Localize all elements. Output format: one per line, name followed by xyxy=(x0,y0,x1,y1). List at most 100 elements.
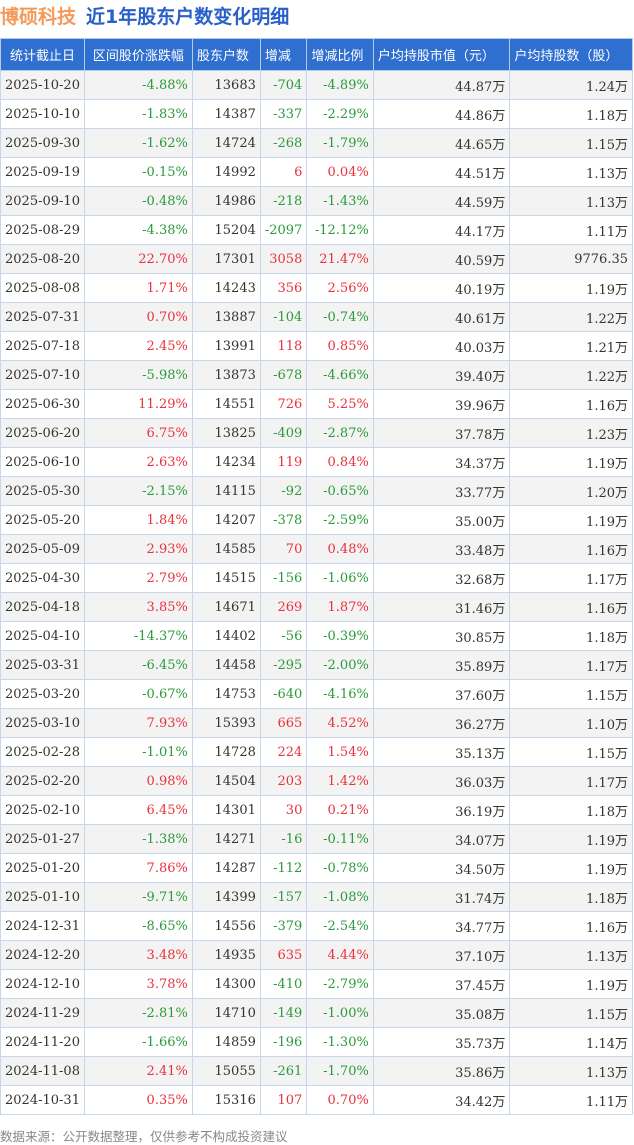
cell-price-change: -5.98% xyxy=(83,360,193,390)
cell-date: 2025-03-20 xyxy=(0,679,85,709)
cell-avg-shares: 1.10万 xyxy=(509,708,633,738)
cell-change-ratio: 5.25% xyxy=(306,389,374,419)
cell-holders: 14753 xyxy=(191,679,261,709)
cell-change: 224 xyxy=(259,737,308,767)
cell-avg-value: 37.45万 xyxy=(372,969,511,999)
col-header-price-change: 区间股价涨跌幅 xyxy=(83,38,193,71)
cell-holders: 14551 xyxy=(191,389,261,419)
cell-price-change: -8.65% xyxy=(83,911,193,941)
cell-avg-shares: 1.18万 xyxy=(509,882,633,912)
cell-change: -261 xyxy=(259,1056,308,1086)
cell-change: -337 xyxy=(259,99,308,129)
cell-change-ratio: 4.52% xyxy=(306,708,374,738)
cell-change-ratio: -0.11% xyxy=(306,824,374,854)
cell-price-change: -1.66% xyxy=(83,1027,193,1057)
table-row: 2025-05-30 -2.15% 14115 -92 -0.65% 33.77万 1.20… xyxy=(0,476,633,506)
cell-avg-value: 35.08万 xyxy=(372,998,511,1028)
cell-avg-shares: 1.19万 xyxy=(509,273,633,303)
cell-avg-shares: 1.17万 xyxy=(509,563,633,593)
company-name: 博硕科技 xyxy=(0,6,77,28)
cell-date: 2024-11-20 xyxy=(0,1027,85,1057)
cell-price-change: 2.63% xyxy=(83,447,193,477)
cell-change-ratio: 0.70% xyxy=(306,1085,374,1115)
cell-avg-value: 37.60万 xyxy=(372,679,511,709)
cell-avg-shares: 9776.35 xyxy=(509,244,633,274)
table-row: 2025-08-08 1.71% 14243 356 2.56% 40.19万 1.19万 xyxy=(0,273,633,303)
cell-change: 726 xyxy=(259,389,308,419)
cell-holders: 14504 xyxy=(191,766,261,796)
cell-avg-shares: 1.18万 xyxy=(509,621,633,651)
table-row: 2024-12-10 3.78% 14300 -410 -2.79% 37.45万 1.19… xyxy=(0,969,633,999)
cell-change-ratio: 1.54% xyxy=(306,737,374,767)
cell-change-ratio: -1.06% xyxy=(306,563,374,593)
cell-date: 2025-05-20 xyxy=(0,505,85,535)
table-row: 2025-05-09 2.93% 14585 70 0.48% 33.48万 1.16万 xyxy=(0,534,633,564)
cell-avg-value: 31.46万 xyxy=(372,592,511,622)
cell-avg-shares: 1.11万 xyxy=(509,1085,633,1115)
cell-date: 2024-11-08 xyxy=(0,1056,85,1086)
cell-avg-value: 44.51万 xyxy=(372,157,511,187)
cell-avg-shares: 1.13万 xyxy=(509,186,633,216)
table-row: 2025-10-10 -1.83% 14387 -337 -2.29% 44.86万 1.1… xyxy=(0,99,633,129)
cell-change: -156 xyxy=(259,563,308,593)
cell-price-change: 2.79% xyxy=(83,563,193,593)
cell-change: 30 xyxy=(259,795,308,825)
cell-holders: 13825 xyxy=(191,418,261,448)
cell-avg-shares: 1.13万 xyxy=(509,940,633,970)
cell-holders: 14986 xyxy=(191,186,261,216)
cell-change: 118 xyxy=(259,331,308,361)
cell-avg-shares: 1.19万 xyxy=(509,505,633,535)
cell-price-change: -0.48% xyxy=(83,186,193,216)
cell-avg-shares: 1.18万 xyxy=(509,99,633,129)
cell-holders: 14300 xyxy=(191,969,261,999)
cell-avg-shares: 1.17万 xyxy=(509,650,633,680)
cell-change-ratio: -2.29% xyxy=(306,99,374,129)
cell-avg-shares: 1.15万 xyxy=(509,679,633,709)
cell-holders: 15393 xyxy=(191,708,261,738)
cell-avg-shares: 1.11万 xyxy=(509,215,633,245)
cell-price-change: 3.78% xyxy=(83,969,193,999)
cell-change: 665 xyxy=(259,708,308,738)
cell-holders: 14724 xyxy=(191,128,261,158)
cell-avg-shares: 1.18万 xyxy=(509,795,633,825)
cell-change-ratio: -2.79% xyxy=(306,969,374,999)
cell-avg-value: 34.42万 xyxy=(372,1085,511,1115)
cell-change: 3058 xyxy=(259,244,308,274)
cell-change-ratio: -2.54% xyxy=(306,911,374,941)
cell-avg-shares: 1.15万 xyxy=(509,998,633,1028)
cell-holders: 14458 xyxy=(191,650,261,680)
cell-change-ratio: -0.74% xyxy=(306,302,374,332)
cell-price-change: -1.83% xyxy=(83,99,193,129)
cell-change-ratio: -4.16% xyxy=(306,679,374,709)
cell-holders: 14243 xyxy=(191,273,261,303)
cell-avg-shares: 1.19万 xyxy=(509,447,633,477)
cell-avg-value: 35.86万 xyxy=(372,1056,511,1086)
cell-date: 2025-10-10 xyxy=(0,99,85,129)
cell-avg-shares: 1.23万 xyxy=(509,418,633,448)
cell-date: 2025-01-10 xyxy=(0,882,85,912)
cell-holders: 14207 xyxy=(191,505,261,535)
data-source-note: 数据来源：公开数据整理，仅供参考不构成投资建议 xyxy=(0,1129,288,1144)
shareholder-table: 统计截止日 区间股价涨跌幅 股东户数 增减 增减比例 户均持股市值（元） 户均持… xyxy=(0,38,633,1115)
cell-change: 635 xyxy=(259,940,308,970)
cell-change: 356 xyxy=(259,273,308,303)
cell-date: 2025-05-30 xyxy=(0,476,85,506)
cell-change-ratio: 4.44% xyxy=(306,940,374,970)
cell-avg-shares: 1.17万 xyxy=(509,766,633,796)
cell-change: 269 xyxy=(259,592,308,622)
table-row: 2025-06-20 6.75% 13825 -409 -2.87% 37.78万 1.23… xyxy=(0,418,633,448)
cell-change-ratio: 0.21% xyxy=(306,795,374,825)
table-row: 2025-06-10 2.63% 14234 119 0.84% 34.37万 1.19万 xyxy=(0,447,633,477)
cell-change-ratio: 0.48% xyxy=(306,534,374,564)
cell-date: 2025-07-31 xyxy=(0,302,85,332)
cell-avg-value: 33.77万 xyxy=(372,476,511,506)
table-row: 2025-04-30 2.79% 14515 -156 -1.06% 32.68万 1.17… xyxy=(0,563,633,593)
cell-date: 2025-07-10 xyxy=(0,360,85,390)
cell-date: 2025-08-29 xyxy=(0,215,85,245)
cell-price-change: -2.81% xyxy=(83,998,193,1028)
cell-avg-value: 44.59万 xyxy=(372,186,511,216)
cell-holders: 14271 xyxy=(191,824,261,854)
cell-date: 2025-06-20 xyxy=(0,418,85,448)
cell-holders: 13991 xyxy=(191,331,261,361)
cell-price-change: -4.38% xyxy=(83,215,193,245)
